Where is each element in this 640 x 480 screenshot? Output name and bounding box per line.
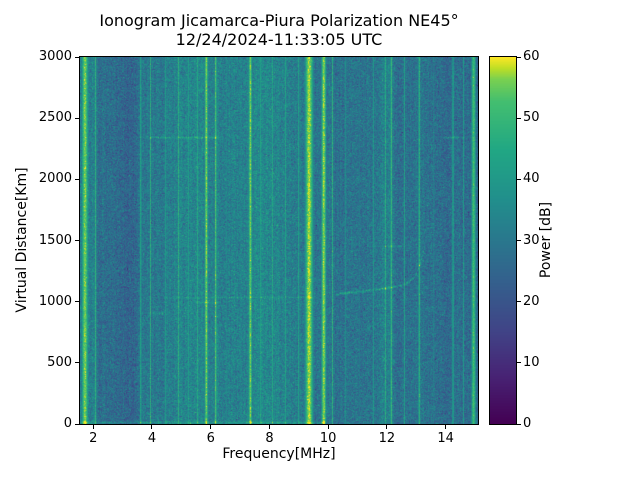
x-axis-label: Frequency[MHz] <box>222 446 336 462</box>
x-tick-mark <box>386 425 388 429</box>
y-tick-label: 1500 <box>38 232 72 248</box>
cbar-tick-mark <box>517 423 521 425</box>
y-tick-mark <box>75 362 79 364</box>
x-tick-label: 2 <box>89 431 98 446</box>
x-tick-mark <box>445 425 447 429</box>
y-tick-mark <box>75 117 79 119</box>
y-tick-mark <box>75 240 79 241</box>
x-tick-label: 4 <box>147 431 157 446</box>
x-tick-mark <box>268 425 270 429</box>
x-tick-mark <box>210 425 212 429</box>
y-tick-label: 0 <box>63 416 72 431</box>
x-tick-label: 8 <box>265 431 274 446</box>
x-tick-label: 6 <box>206 431 215 446</box>
cbar-tick-mark <box>517 56 521 58</box>
cbar-tick-label: 20 <box>523 293 540 309</box>
chart-subtitle: 12/24/2024-11:33:05 UTC <box>175 30 383 49</box>
cbar-tick-mark <box>517 117 521 119</box>
y-tick-label: 3000 <box>38 49 72 64</box>
ionogram-heatmap <box>80 57 478 424</box>
y-tick-mark <box>75 178 79 180</box>
x-tick-label: 12 <box>378 431 396 446</box>
cbar-tick-label: 40 <box>523 171 540 187</box>
cbar-tick-label: 50 <box>523 110 540 126</box>
cbar-tick-label: 60 <box>523 49 540 64</box>
x-tick-mark <box>92 425 94 429</box>
cbar-tick-mark <box>517 240 521 241</box>
y-tick-label: 1000 <box>38 293 72 309</box>
y-tick-mark <box>75 423 79 425</box>
colorbar <box>489 56 517 425</box>
y-tick-label: 2000 <box>38 171 72 187</box>
cbar-tick-mark <box>517 362 521 364</box>
y-tick-label: 500 <box>47 354 72 370</box>
x-tick-mark <box>327 425 329 429</box>
colorbar-canvas <box>490 57 516 424</box>
y-tick-label: 2500 <box>38 110 72 126</box>
x-tick-label: 14 <box>437 431 454 446</box>
x-tick-mark <box>151 425 153 429</box>
y-tick-mark <box>75 56 79 58</box>
chart-title: Ionogram Jicamarca-Piura Polarization NE… <box>99 11 459 30</box>
y-tick-mark <box>75 301 79 303</box>
cbar-tick-label: 30 <box>523 232 540 248</box>
cbar-tick-label: 10 <box>523 354 540 370</box>
cbar-tick-mark <box>517 178 521 180</box>
cbar-tick-mark <box>517 301 521 303</box>
plot-area <box>79 56 479 425</box>
x-tick-label: 10 <box>319 431 337 446</box>
cbar-tick-label: 0 <box>523 416 532 431</box>
